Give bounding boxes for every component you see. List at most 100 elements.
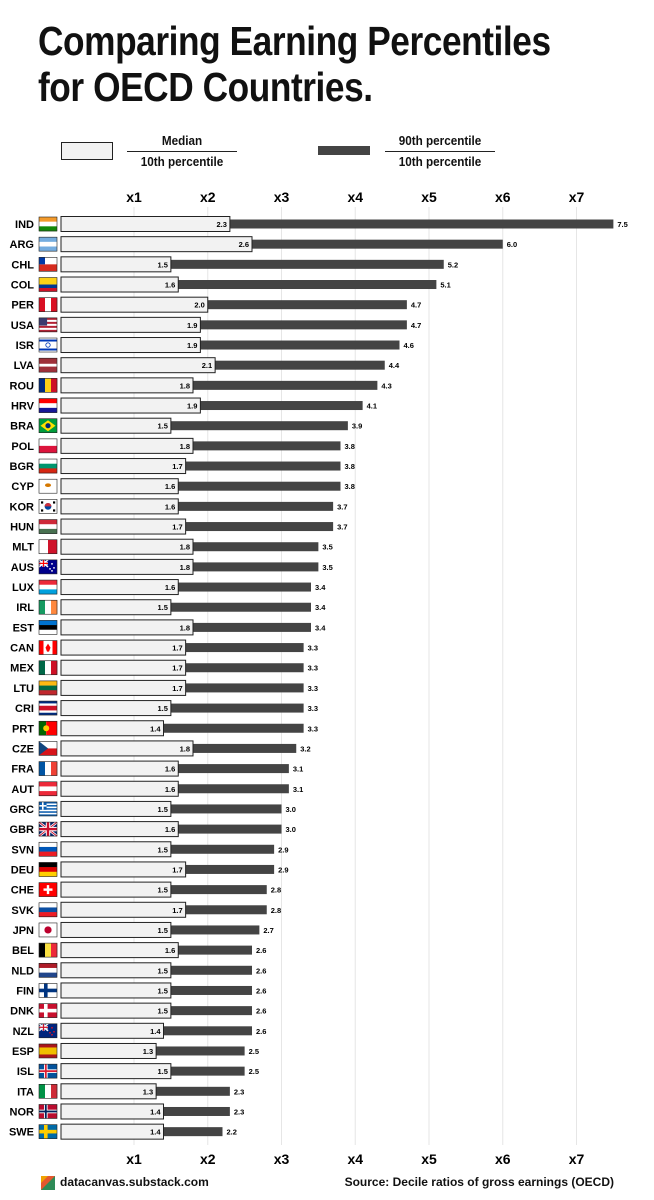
flag-icon [38,801,58,817]
p90-bar [178,764,289,774]
median-value-label: 1.6 [165,946,175,955]
country-label: LVA [14,360,34,372]
flag-icon [38,478,58,494]
p90-bar [193,743,297,753]
p90-bar [170,985,252,995]
p90-bar [178,280,437,290]
flag-border [38,478,58,494]
country-label: IRL [16,602,34,614]
flag-icon [38,357,58,373]
median-value-label: 1.6 [165,482,175,491]
median-value-label: 1.5 [157,845,167,854]
p90-value-label: 4.4 [389,361,400,370]
p90-bar [193,562,319,572]
median-bar [60,982,172,999]
median-bar [60,659,187,676]
median-value-label: 1.5 [157,926,167,935]
flag-border [38,640,58,655]
title-line-2: for OECD Countries. [38,64,373,110]
median-value-label: 1.5 [157,986,167,995]
p90-bar [170,1006,252,1016]
bar-row: AUT 3.1 1.6 [11,780,303,797]
median-value-label: 1.8 [180,442,190,451]
flag-border [38,1124,58,1139]
median-value-label: 1.4 [150,1027,161,1036]
median-value-label: 1.5 [157,886,167,895]
bar-row: BGR 3.8 1.7 [10,458,355,475]
flag-border [38,781,58,797]
footer-site[interactable]: datacanvas.substack.com [60,1175,209,1189]
flag-icon [38,418,58,434]
median-value-label: 1.7 [172,523,182,532]
flag-border [38,962,58,978]
p90-bar [252,239,503,249]
country-label: KOR [10,501,35,513]
bar-row: DEU 2.9 1.7 [11,861,289,878]
median-value-label: 1.7 [172,462,182,471]
median-value-label: 1.5 [157,966,167,975]
flag-icon [38,499,58,514]
p90-bar [229,219,614,229]
country-label: AUT [11,784,34,796]
flag-border [38,257,58,272]
bar-row: BEL 2.6 1.6 [12,942,266,959]
country-label: FIN [16,985,34,997]
p90-value-label: 2.8 [271,886,281,895]
flag-border [38,841,58,857]
bar-row: SVN 2.9 1.5 [11,841,289,858]
p90-value-label: 2.6 [256,1007,266,1016]
median-value-label: 1.4 [150,724,161,733]
p90-bar [185,522,334,532]
p90-bar [170,703,304,713]
country-label: CYP [11,481,34,493]
flag-icon [38,599,58,615]
median-value-label: 1.5 [157,704,167,713]
x-tick-label-bottom: x1 [126,1151,142,1167]
median-value-label: 1.5 [157,422,167,431]
p90-bar [178,945,252,955]
p90-bar [178,501,334,511]
bar-row: PER 4.7 2.0 [11,296,421,313]
median-bar [60,1042,157,1059]
p90-value-label: 3.2 [300,744,310,753]
median-value-label: 1.4 [150,1107,161,1116]
median-bar [60,821,179,838]
x-tick-label-top: x6 [495,189,511,205]
median-bar [60,397,201,414]
country-label: BRA [10,421,34,433]
median-bar [60,437,194,454]
flag-border [38,559,58,575]
median-bar [60,518,187,535]
median-bar [60,417,172,434]
country-label: SVN [11,844,34,856]
bar-row: ROU 4.3 1.8 [10,377,392,394]
median-value-label: 1.6 [165,825,175,834]
median-value-label: 1.5 [157,1007,167,1016]
p90-value-label: 2.6 [256,1027,266,1036]
p90-value-label: 3.4 [315,623,326,632]
p90-bar [170,602,311,612]
p90-value-label: 3.0 [286,805,296,814]
bar-row: CHL 5.2 1.5 [11,256,458,273]
p90-value-label: 2.8 [271,906,281,915]
country-label: ISL [17,1066,34,1078]
p90-bar [170,1066,245,1076]
median-value-label: 1.3 [143,1047,153,1056]
p90-bar [215,360,385,370]
p90-value-label: 5.2 [448,260,458,269]
median-value-label: 2.0 [194,301,204,310]
country-label: BGR [10,461,35,473]
median-value-label: 1.5 [157,603,167,612]
p90-bar [178,582,311,592]
flag-icon [38,1104,58,1119]
p90-value-label: 2.6 [256,986,266,995]
x-tick-label-top: x5 [421,189,437,205]
country-label: PRT [12,723,34,735]
country-label: ARG [10,239,34,251]
p90-value-label: 3.4 [315,583,326,592]
flag-icon [38,1023,58,1039]
x-tick-label-bottom: x5 [421,1151,437,1167]
x-tick-label-bottom: x7 [569,1151,585,1167]
p90-bar [207,300,407,310]
flag-border [38,277,58,292]
